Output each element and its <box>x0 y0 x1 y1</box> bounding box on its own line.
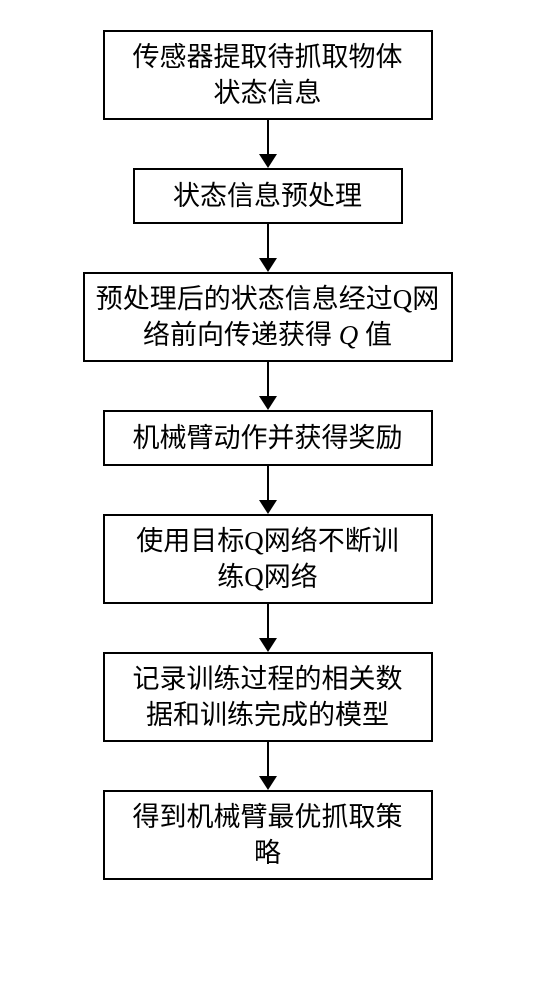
node-text-post: 值 <box>358 320 392 350</box>
node-text: 据和训练完成的模型 <box>146 700 389 730</box>
node-preprocess: 状态信息预处理 <box>133 168 403 224</box>
node-target-q-train: 使用目标Q网络不断训 练Q网络 <box>103 514 433 604</box>
node-text: 传感器提取待抓取物体 <box>133 42 403 72</box>
arrow <box>259 742 277 790</box>
node-arm-action-reward: 机械臂动作并获得奖励 <box>103 410 433 466</box>
node-q-network-forward: 预处理后的状态信息经过Q网络前向传递获得 Q 值 <box>83 272 453 362</box>
flowchart-container: 传感器提取待抓取物体 状态信息 状态信息预处理 预处理后的状态信息经过Q网络前向… <box>0 0 535 880</box>
arrow <box>259 466 277 514</box>
node-text: 记录训练过程的相关数 <box>133 664 403 694</box>
node-text-italic: Q <box>339 320 359 350</box>
node-optimal-strategy: 得到机械臂最优抓取策 略 <box>103 790 433 880</box>
node-text: 略 <box>254 838 281 868</box>
node-text: 使用目标Q网络不断训 <box>136 526 399 556</box>
arrow <box>259 362 277 410</box>
node-text: 状态信息 <box>214 78 322 108</box>
node-text: 练Q网络 <box>217 562 318 592</box>
node-text: 状态信息预处理 <box>173 178 362 214</box>
arrow <box>259 224 277 272</box>
node-sensor-extract: 传感器提取待抓取物体 状态信息 <box>103 30 433 120</box>
node-text: 得到机械臂最优抓取策 <box>133 802 403 832</box>
node-record-data-model: 记录训练过程的相关数 据和训练完成的模型 <box>103 652 433 742</box>
arrow <box>259 604 277 652</box>
node-text: 机械臂动作并获得奖励 <box>133 420 403 456</box>
arrow <box>259 120 277 168</box>
